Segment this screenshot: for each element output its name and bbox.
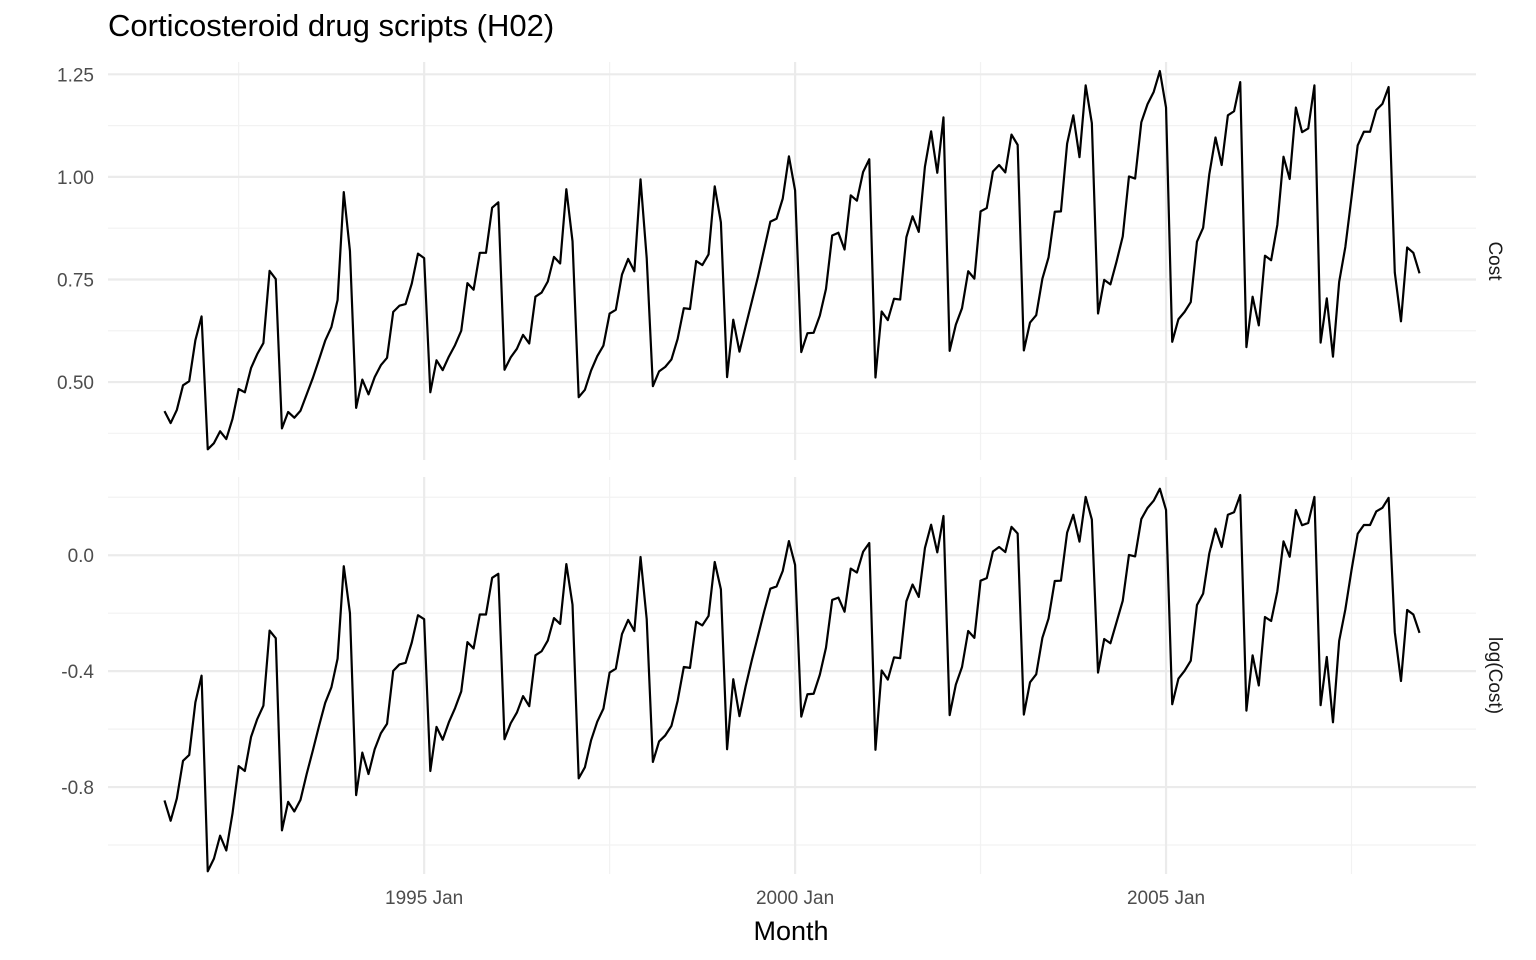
x-tick-label: 2000 Jan [756, 888, 834, 909]
facet-strip-label: log(Cost) [1484, 637, 1505, 714]
y-tick-label: -0.8 [61, 778, 94, 799]
y-tick-label: -0.4 [61, 662, 94, 683]
chart-title: Corticosteroid drug scripts (H02) [108, 8, 555, 43]
x-axis: 1995 Jan 2000 Jan 2005 Jan [385, 888, 1205, 909]
y-tick-label: 0.75 [57, 270, 94, 291]
x-tick-label: 2005 Jan [1127, 888, 1205, 909]
series-line-log-cost [163, 487, 1421, 873]
panel-cost: 0.50 0.75 1.00 1.25 Cost [57, 62, 1505, 460]
x-tick-label: 1995 Jan [385, 888, 463, 909]
y-tick-label: 0.0 [68, 546, 94, 567]
y-tick-label: 0.50 [57, 373, 94, 394]
facet-strip-label: Cost [1484, 241, 1505, 281]
y-tick-label: 1.00 [57, 168, 94, 189]
x-axis-label: Month [753, 916, 828, 946]
y-tick-label: 1.25 [57, 65, 94, 86]
panel-log-cost: -0.8 -0.4 0.0 log(Cost) [61, 477, 1505, 874]
series-line-cost [163, 69, 1421, 451]
